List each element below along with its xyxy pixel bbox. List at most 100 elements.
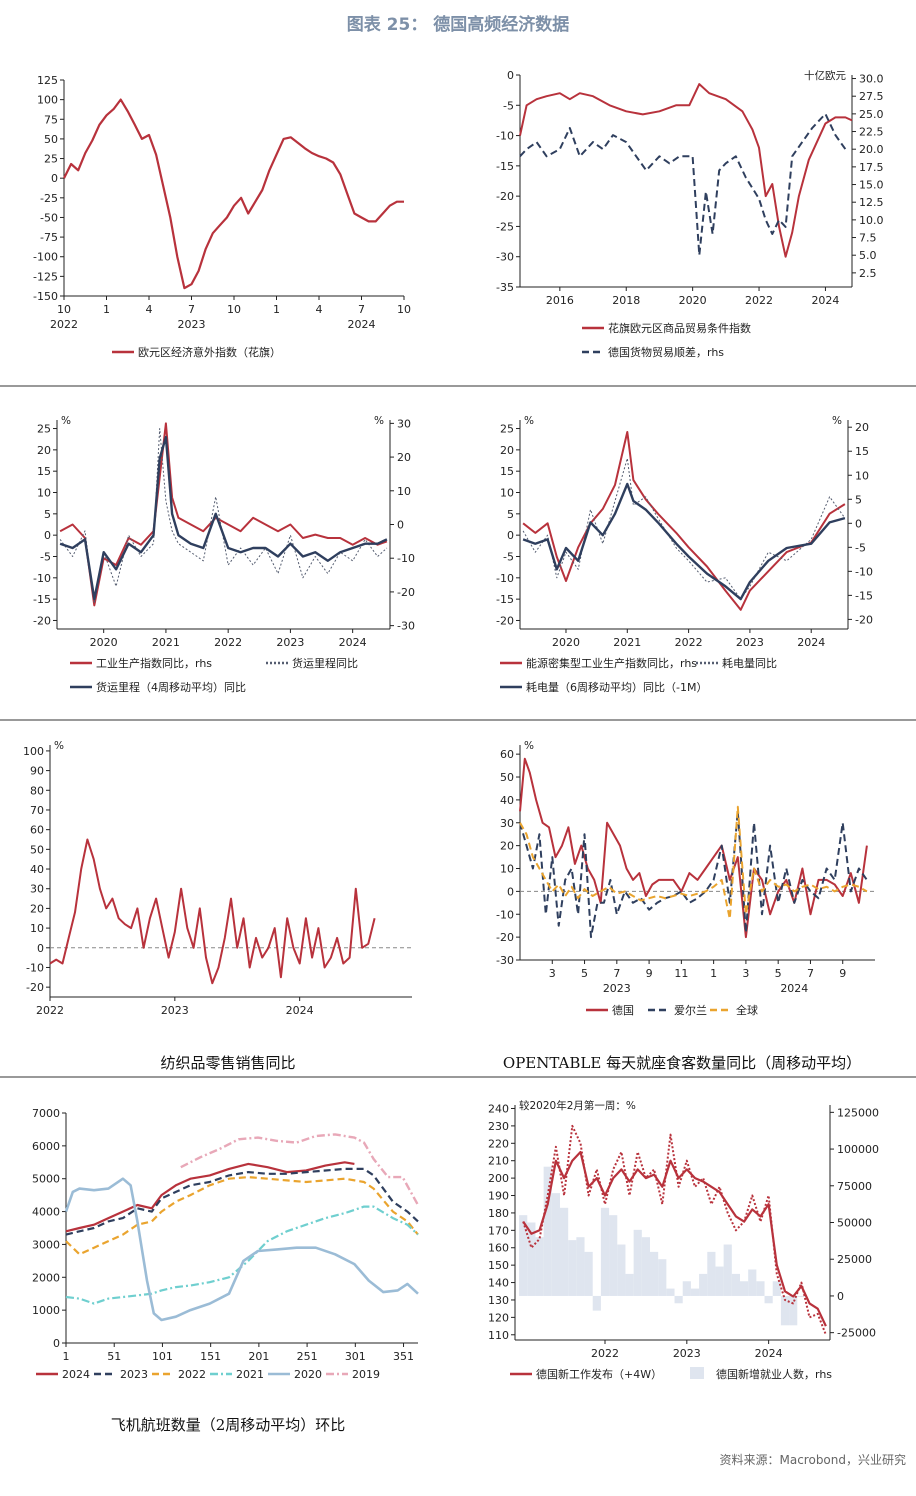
y-tick-label: 150 xyxy=(488,1259,509,1272)
legend-label: 能源密集型工业生产指数同比，rhs xyxy=(526,656,697,670)
bar xyxy=(527,1222,536,1296)
bar xyxy=(576,1237,585,1296)
x-tick-label: 7 xyxy=(188,303,195,316)
y2-unit-label: % xyxy=(374,415,384,427)
caption-flights: 飞机航班数量（2周移动平均）环比 xyxy=(111,1416,346,1434)
y-unit-label: % xyxy=(61,415,71,427)
y-tick-label: -10 xyxy=(496,572,514,585)
x-tick-label: 2024 xyxy=(797,636,825,649)
y-tick-label: 0 xyxy=(507,69,514,82)
y-tick-label: 40 xyxy=(30,863,44,876)
series-line xyxy=(180,1133,420,1206)
x-tick-label: 1 xyxy=(103,303,110,316)
bar xyxy=(707,1251,716,1296)
y2-unit-label: % xyxy=(832,415,842,427)
bar xyxy=(764,1295,773,1304)
y2-tick-label: -20 xyxy=(855,613,873,626)
x-tick-label: 2023 xyxy=(673,1347,701,1360)
y-tick-label: 0 xyxy=(507,885,514,898)
y-tick-label: 7000 xyxy=(32,1107,60,1120)
y-tick-label: 240 xyxy=(488,1102,509,1115)
y-tick-label: 0 xyxy=(53,1337,60,1350)
x-tick-label: 251 xyxy=(297,1350,318,1363)
x-tick-label: 10 xyxy=(57,303,71,316)
x-tick-label: 2024 xyxy=(339,636,367,649)
x-tick-label: 2022 xyxy=(36,1004,64,1017)
series-line xyxy=(519,757,868,939)
x-tick-label: 2018 xyxy=(612,294,640,307)
bar xyxy=(674,1295,683,1304)
caption-textile: 纺织品零售销售同比 xyxy=(160,1054,295,1072)
legend-label: 德国新工作发布（+4W） xyxy=(536,1367,662,1381)
y2-tick-label: 30.0 xyxy=(859,73,884,86)
x-tick-label: 3 xyxy=(549,967,556,980)
bar xyxy=(543,1166,552,1296)
y-tick-label: 50 xyxy=(30,843,44,856)
y-tick-label: 90 xyxy=(30,765,44,778)
y-tick-label: 110 xyxy=(488,1329,509,1342)
y2-tick-label: -15 xyxy=(855,589,873,602)
y-tick-label: -75 xyxy=(40,231,58,244)
y-tick-label: 130 xyxy=(488,1294,509,1307)
y-tick-label: 10 xyxy=(500,863,514,876)
figure-title: 图表 25： 德国高频经济数据 xyxy=(347,14,570,35)
bar xyxy=(535,1237,544,1296)
x-tick-label: 2020 xyxy=(552,636,580,649)
y-tick-label: 4000 xyxy=(32,1206,60,1219)
y2-tick-label: 100000 xyxy=(837,1143,879,1156)
y-tick-label: 120 xyxy=(488,1311,509,1324)
y-tick-label: 220 xyxy=(488,1137,509,1150)
y2-tick-label: -30 xyxy=(397,620,415,633)
x-tick-label: 11 xyxy=(674,967,688,980)
y2-tick-label: 10 xyxy=(397,485,411,498)
y-tick-label: 80 xyxy=(30,784,44,797)
y-tick-label: -5 xyxy=(503,99,514,112)
x-tick-label: 2022 xyxy=(675,636,703,649)
x-tick-label: 2020 xyxy=(679,294,707,307)
y-unit-label: 较2020年2月第一周：% xyxy=(519,1099,636,1112)
y-tick-label: 0 xyxy=(44,529,51,542)
bar xyxy=(625,1273,634,1296)
bar xyxy=(609,1215,618,1296)
series-line xyxy=(519,810,868,939)
legend-label: 2022 xyxy=(178,1368,206,1381)
bar xyxy=(715,1266,724,1296)
series-line xyxy=(519,112,847,257)
x-tick-label: 201 xyxy=(248,1350,269,1363)
legend-label: 2021 xyxy=(236,1368,264,1381)
y2-tick-label: 22.5 xyxy=(859,126,884,139)
bar xyxy=(723,1244,732,1296)
series-line xyxy=(522,482,846,601)
y-tick-label: 5000 xyxy=(32,1173,60,1186)
legend-swatch xyxy=(690,1367,704,1379)
y-tick-label: -50 xyxy=(40,211,58,224)
chart-p2: 0 -5 -10 -15 -20 -25 -30 -35 30.0 27.5 25.0 22.5 20.… xyxy=(496,69,883,359)
y-tick-label: 20 xyxy=(30,902,44,915)
y2-tick-label: 5.0 xyxy=(859,249,877,262)
x-year-label: 2022 xyxy=(50,318,78,331)
x-year-label: 2023 xyxy=(603,982,631,995)
y-tick-label: 170 xyxy=(488,1224,509,1237)
bar xyxy=(658,1259,667,1296)
y-tick-label: 25 xyxy=(37,423,51,436)
y2-tick-label: 50000 xyxy=(837,1217,872,1230)
y-tick-label: -10 xyxy=(496,908,514,921)
x-tick-label: 2023 xyxy=(161,1004,189,1017)
series-line xyxy=(65,1205,419,1305)
x-tick-label: 1 xyxy=(710,967,717,980)
bar xyxy=(600,1207,610,1296)
bar xyxy=(748,1269,757,1296)
y-tick-label: -10 xyxy=(26,961,44,974)
y-unit-label: % xyxy=(524,740,534,752)
chart-p4: 25 20 15 10 5 0 -5 -10 -15 -20% 20 15 10 5 0 -5 -10 -15 -2… xyxy=(496,415,873,694)
y2-tick-label: 0 xyxy=(855,517,862,530)
bar xyxy=(641,1237,650,1296)
y-unit-label: % xyxy=(524,415,534,427)
x-tick-label: 5 xyxy=(581,967,588,980)
bar xyxy=(731,1273,740,1296)
y2-tick-label: -5 xyxy=(855,541,866,554)
y-tick-label: -35 xyxy=(496,281,514,294)
x-tick-label: 2022 xyxy=(591,1347,619,1360)
